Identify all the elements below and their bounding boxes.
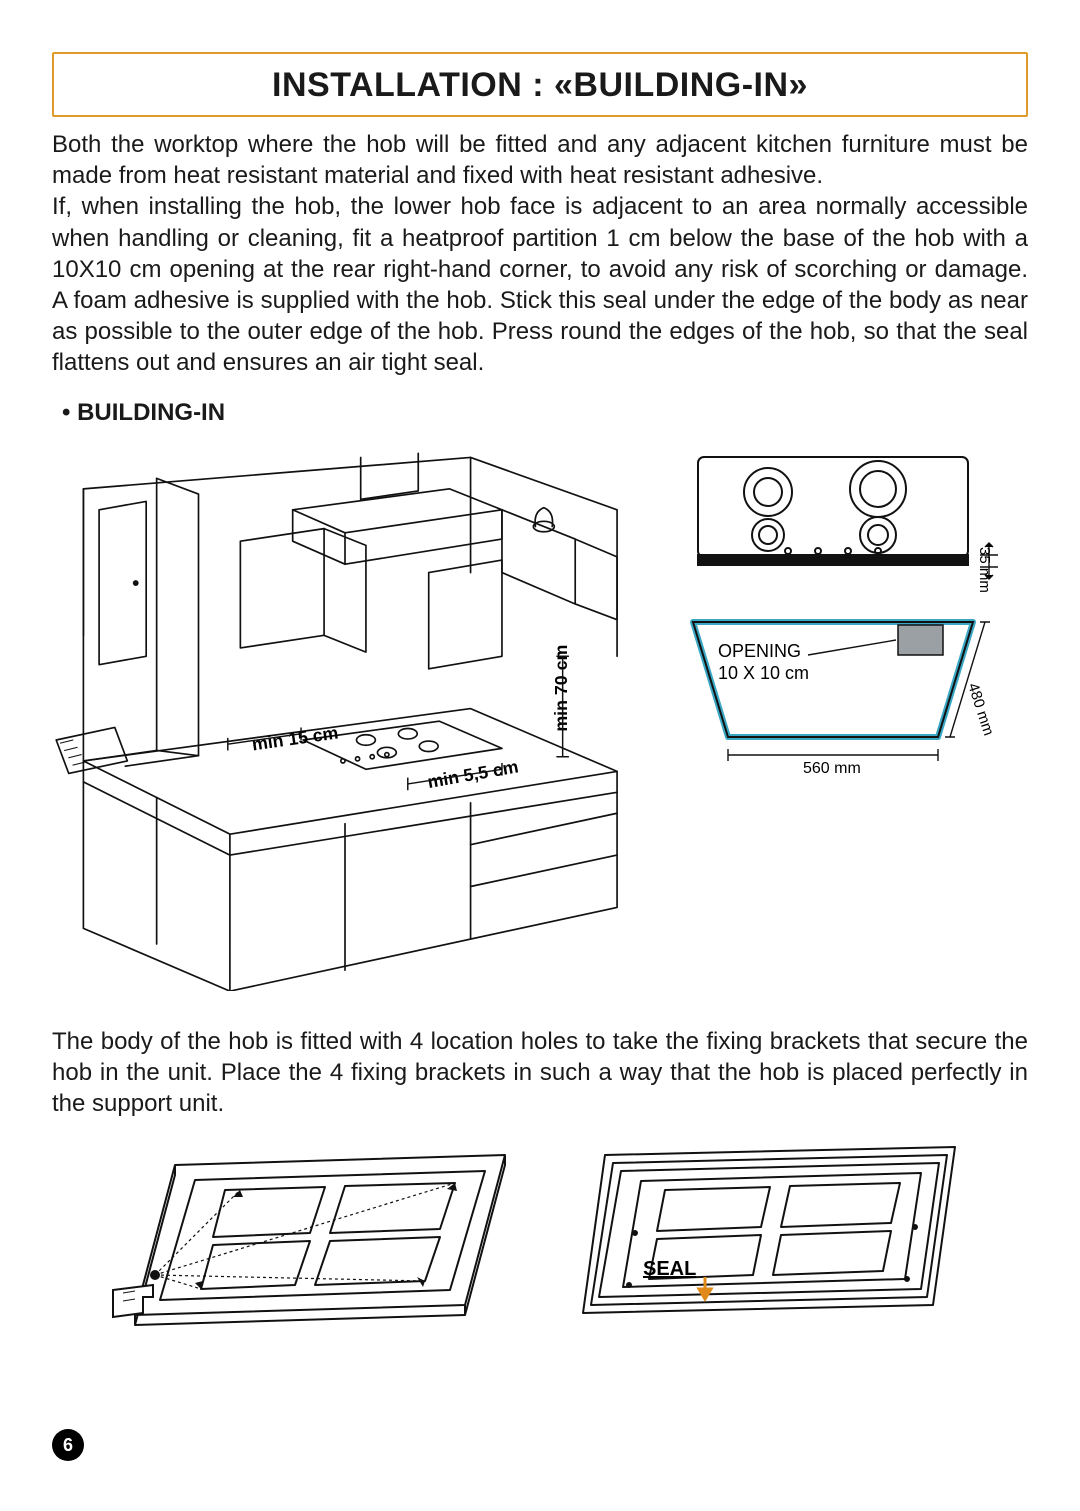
cutout-diagram: 35 mm OPENING 10 X 10 cm 560 mm (658, 447, 1028, 792)
page-number: 6 (63, 1435, 73, 1456)
seal-diagram: SEAL (555, 1135, 975, 1340)
kitchen-isometric-diagram: min 15 cm min 5,5 cm min 70 cm (52, 447, 638, 996)
title-box: INSTALLATION : «BUILDING-IN» (52, 52, 1028, 117)
diagram-row: min 15 cm min 5,5 cm min 70 cm (52, 447, 1028, 996)
label-560mm: 560 mm (803, 760, 861, 777)
label-min70: min 70 cm (551, 644, 571, 731)
building-in-subheading: • BUILDING-IN (62, 399, 1028, 427)
bottom-diagram-row: SEAL (52, 1135, 1028, 1340)
seal-label: SEAL (643, 1258, 696, 1280)
label-opening-2: 10 X 10 cm (718, 663, 809, 683)
page-title: INSTALLATION : «BUILDING-IN» (54, 66, 1026, 105)
label-opening-1: OPENING (718, 641, 801, 661)
label-480mm: 480 mm (964, 680, 997, 737)
label-35mm: 35 mm (976, 547, 993, 593)
page-number-badge: 6 (52, 1429, 84, 1461)
intro-paragraph: Both the worktop where the hob will be f… (52, 129, 1028, 379)
bracket-paragraph: The body of the hob is fitted with 4 loc… (52, 1026, 1028, 1120)
bracket-diagram (105, 1135, 525, 1340)
